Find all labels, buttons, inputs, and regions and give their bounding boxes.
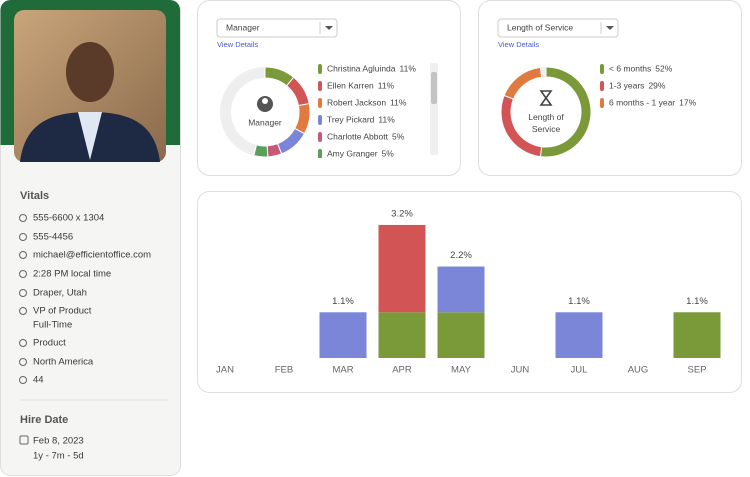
legend-swatch <box>318 64 322 74</box>
legend-swatch <box>600 64 604 74</box>
legend-swatch <box>318 81 322 91</box>
legend-value: 52% <box>655 63 672 73</box>
vital-icon <box>19 233 27 241</box>
donut-center-label: Manager <box>248 117 282 127</box>
x-tick-label: JUN <box>511 365 530 376</box>
bar-segment <box>437 266 485 313</box>
bar-total-label: 3.2% <box>391 208 413 219</box>
legend-swatch <box>600 81 604 91</box>
x-tick-label: MAR <box>332 365 353 376</box>
bar-total-label: 2.2% <box>450 250 472 261</box>
view-details-link[interactable]: View Details <box>498 40 539 49</box>
legend-value: 11% <box>378 114 395 124</box>
bar-segment <box>555 312 603 358</box>
x-tick-label: JUL <box>571 365 588 376</box>
vital-text: 555-4456 <box>33 232 73 243</box>
bar-total-label: 1.1% <box>686 296 708 307</box>
vital-text: North America <box>33 357 94 368</box>
donut-segment <box>253 144 269 158</box>
vital-text: 2:28 PM local time <box>33 269 111 280</box>
calendar-icon <box>19 435 29 445</box>
section-title: Vitals <box>20 190 49 202</box>
vital-icon <box>19 339 27 347</box>
vital-icon <box>19 307 27 315</box>
legend-swatch <box>318 98 322 108</box>
vital-text: VP of Product <box>33 306 92 317</box>
legend: < 6 months 52% 1-3 years 29% 6 months - 1 ye… <box>600 63 697 108</box>
legend-swatch <box>318 132 322 142</box>
vital-icon <box>19 358 27 366</box>
dropdown[interactable] <box>216 18 338 38</box>
legend-label: < 6 months <box>609 63 651 73</box>
legend-swatch <box>318 149 322 158</box>
manager-card <box>197 0 461 176</box>
vital-text: 44 <box>33 375 44 386</box>
dropdown-label: Manager <box>226 22 260 32</box>
vital-text: 555-6600 x 1304 <box>33 213 104 224</box>
legend-value: 11% <box>390 97 407 107</box>
vital-text: michael@efficientoffice.com <box>33 250 151 261</box>
bar-total-label: 1.1% <box>568 296 590 307</box>
dropdown-chevron <box>325 26 333 30</box>
dropdown-chevron <box>606 26 614 30</box>
legend-label: 6 months - 1 year <box>609 97 675 107</box>
donut-center-label: Length of Service <box>528 112 564 134</box>
legend-swatch <box>318 115 322 125</box>
x-tick-label: FEB <box>275 365 293 376</box>
vital-icon <box>19 251 27 259</box>
legend-value: 29% <box>648 80 665 90</box>
dropdown[interactable] <box>497 18 619 38</box>
vital-text: Product <box>33 338 66 349</box>
x-tick-label: MAY <box>451 365 472 376</box>
legend-label: Ellen Karren <box>327 80 374 90</box>
profile-photo <box>14 10 166 162</box>
legend-value: 17% <box>679 97 696 107</box>
legend-label: Charlotte Abbott <box>327 131 389 141</box>
bar-segment <box>378 224 426 313</box>
bar-segment <box>378 312 426 358</box>
bar-segment <box>673 312 721 358</box>
legend-label: Amy Granger <box>327 148 378 158</box>
view-details-link[interactable]: View Details <box>217 40 258 49</box>
bar-segment <box>319 312 367 358</box>
vital-text: Full-Time <box>33 320 72 331</box>
vital-icon <box>19 289 27 297</box>
vital-icon <box>19 376 27 384</box>
x-tick-label: JAN <box>216 365 234 376</box>
donut-segment <box>503 66 543 100</box>
vital-icon <box>19 214 27 222</box>
vital-text: Draper, Utah <box>33 288 87 299</box>
x-tick-label: SEP <box>687 365 706 376</box>
legend-value: 11% <box>378 80 395 90</box>
vital-icon <box>19 270 27 278</box>
legend-value: 5% <box>382 148 395 158</box>
x-tick-label: AUG <box>628 365 649 376</box>
bar-segment <box>437 312 485 358</box>
tenure: 1y - 7m - 5d <box>33 451 84 462</box>
legend-label: Robert Jackson <box>327 97 386 107</box>
legend-label: 1-3 years <box>609 80 644 90</box>
bar-total-label: 1.1% <box>332 296 354 307</box>
hourglass-icon <box>539 90 553 106</box>
scroll-thumb[interactable] <box>431 72 437 104</box>
hire-date: Feb 8, 2023 <box>33 436 84 447</box>
dropdown-label: Length of Service <box>507 22 573 32</box>
manager-icon-head <box>262 98 268 104</box>
legend-value: 5% <box>392 131 405 141</box>
x-tick-label: APR <box>392 365 412 376</box>
section-title: Hire Date <box>20 414 68 426</box>
legend: Christina Agluinda 11% Ellen Karren 11% Robe… <box>318 63 417 158</box>
service-card <box>478 0 742 176</box>
legend-value: 11% <box>400 63 417 73</box>
legend-label: Christina Agluinda <box>327 63 396 73</box>
legend-swatch <box>600 98 604 108</box>
legend-label: Trey Pickard <box>327 114 375 124</box>
